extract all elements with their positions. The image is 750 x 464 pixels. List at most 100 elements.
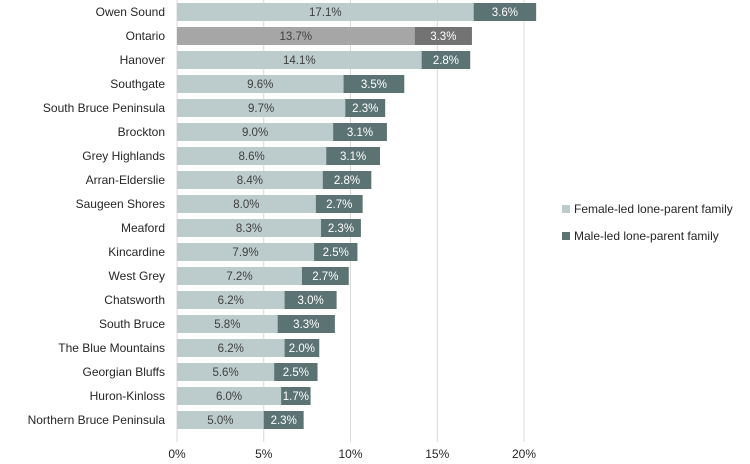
- x-tick-label: 5%: [255, 447, 273, 461]
- male-led-value-label: 2.8%: [334, 175, 360, 187]
- female-led-value-label: 17.1%: [309, 7, 342, 19]
- category-label: Brockton: [118, 125, 165, 139]
- female-led-bar: [177, 51, 422, 69]
- male-led-value-label: 2.5%: [283, 367, 309, 379]
- category-label: Meaford: [121, 221, 165, 235]
- female-led-bar: [177, 75, 344, 93]
- female-led-value-label: 9.0%: [242, 127, 268, 139]
- male-led-bar: [277, 315, 335, 333]
- legend-swatch-male: [562, 232, 570, 240]
- category-label: Northern Bruce Peninsula: [28, 413, 166, 427]
- category-label: Chatsworth: [104, 293, 165, 307]
- female-led-bar: [177, 387, 282, 405]
- male-led-bar: [263, 411, 304, 429]
- male-led-bar: [281, 387, 311, 405]
- category-label: Saugeen Shores: [76, 197, 165, 211]
- male-led-value-label: 2.3%: [352, 103, 378, 115]
- female-led-bar: [177, 99, 346, 117]
- male-led-bar: [333, 123, 387, 141]
- male-led-value-label: 2.3%: [328, 223, 354, 235]
- female-led-bar: [177, 339, 285, 357]
- male-led-value-label: 3.3%: [293, 319, 319, 331]
- male-led-bar: [414, 27, 472, 45]
- female-led-value-label: 6.0%: [216, 391, 242, 403]
- female-led-value-label: 8.6%: [238, 151, 264, 163]
- female-led-value-label: 7.9%: [232, 247, 258, 259]
- female-led-value-label: 5.0%: [207, 415, 233, 427]
- male-led-bar: [274, 363, 318, 381]
- x-tick-label: 10%: [338, 447, 362, 461]
- category-label: South Bruce: [99, 317, 165, 331]
- male-led-value-label: 2.5%: [323, 247, 349, 259]
- legend-label-male: Male-led lone-parent family: [574, 229, 719, 243]
- female-led-value-label: 8.0%: [233, 199, 259, 211]
- female-led-value-label: 9.6%: [247, 79, 273, 91]
- female-led-value-label: 8.3%: [236, 223, 262, 235]
- male-led-bar: [301, 267, 349, 285]
- female-led-value-label: 14.1%: [283, 55, 316, 67]
- female-led-bar: [177, 3, 474, 21]
- category-label: Hanover: [120, 53, 165, 67]
- female-led-value-label: 7.2%: [226, 271, 252, 283]
- female-led-bar: [177, 195, 316, 213]
- female-led-bar: [177, 219, 322, 237]
- female-led-bar: [177, 291, 285, 309]
- x-tick-label: 0%: [168, 447, 186, 461]
- female-led-bar: [177, 267, 302, 285]
- male-led-bar: [321, 219, 361, 237]
- male-led-bar: [322, 171, 372, 189]
- female-led-value-label: 9.7%: [248, 103, 274, 115]
- male-led-value-label: 3.3%: [430, 31, 456, 43]
- x-tick-label: 15%: [425, 447, 449, 461]
- male-led-value-label: 3.6%: [492, 7, 518, 19]
- category-label: Arran-Elderslie: [86, 173, 166, 187]
- female-led-value-label: 13.7%: [280, 31, 313, 43]
- female-led-value-label: 5.8%: [214, 319, 240, 331]
- male-led-value-label: 1.7%: [283, 391, 309, 403]
- category-label: West Grey: [109, 269, 165, 283]
- female-led-value-label: 6.2%: [218, 343, 244, 355]
- male-led-value-label: 2.7%: [312, 271, 338, 283]
- male-led-bar: [315, 195, 363, 213]
- category-label: Grey Highlands: [82, 149, 165, 163]
- male-led-bar: [343, 75, 405, 93]
- female-led-bar: [177, 27, 415, 45]
- male-led-bar: [314, 243, 358, 261]
- male-led-bar: [326, 147, 380, 165]
- female-led-bar: [177, 123, 334, 141]
- female-led-bar: [177, 411, 264, 429]
- legend-label-female: Female-led lone-parent family: [574, 202, 733, 216]
- female-led-bar: [177, 171, 323, 189]
- male-led-value-label: 2.0%: [289, 343, 315, 355]
- male-led-value-label: 3.5%: [361, 79, 387, 91]
- category-label: South Bruce Peninsula: [43, 101, 165, 115]
- female-led-value-label: 5.6%: [212, 367, 238, 379]
- category-label: Huron-Kinloss: [90, 389, 165, 403]
- male-led-bar: [421, 51, 471, 69]
- category-label: Georgian Bluffs: [83, 365, 166, 379]
- male-led-value-label: 2.7%: [326, 199, 352, 211]
- male-led-value-label: 3.0%: [297, 295, 323, 307]
- male-led-value-label: 2.8%: [433, 55, 459, 67]
- male-led-value-label: 3.1%: [340, 151, 366, 163]
- category-label: Southgate: [110, 77, 165, 91]
- male-led-bar: [473, 3, 537, 21]
- legend-swatch-female: [562, 205, 570, 213]
- male-led-bar: [284, 339, 320, 357]
- category-label: Ontario: [126, 29, 166, 43]
- female-led-value-label: 6.2%: [218, 295, 244, 307]
- x-tick-label: 20%: [512, 447, 536, 461]
- male-led-bar: [284, 291, 337, 309]
- category-label: The Blue Mountains: [58, 341, 165, 355]
- male-led-value-label: 2.3%: [271, 415, 297, 427]
- male-led-value-label: 3.1%: [347, 127, 373, 139]
- male-led-bar: [345, 99, 386, 117]
- female-led-bar: [177, 363, 275, 381]
- female-led-bar: [177, 147, 327, 165]
- female-led-value-label: 8.4%: [237, 175, 263, 187]
- female-led-bar: [177, 243, 315, 261]
- category-label: Kincardine: [108, 245, 165, 259]
- category-label: Owen Sound: [96, 5, 165, 19]
- female-led-bar: [177, 315, 278, 333]
